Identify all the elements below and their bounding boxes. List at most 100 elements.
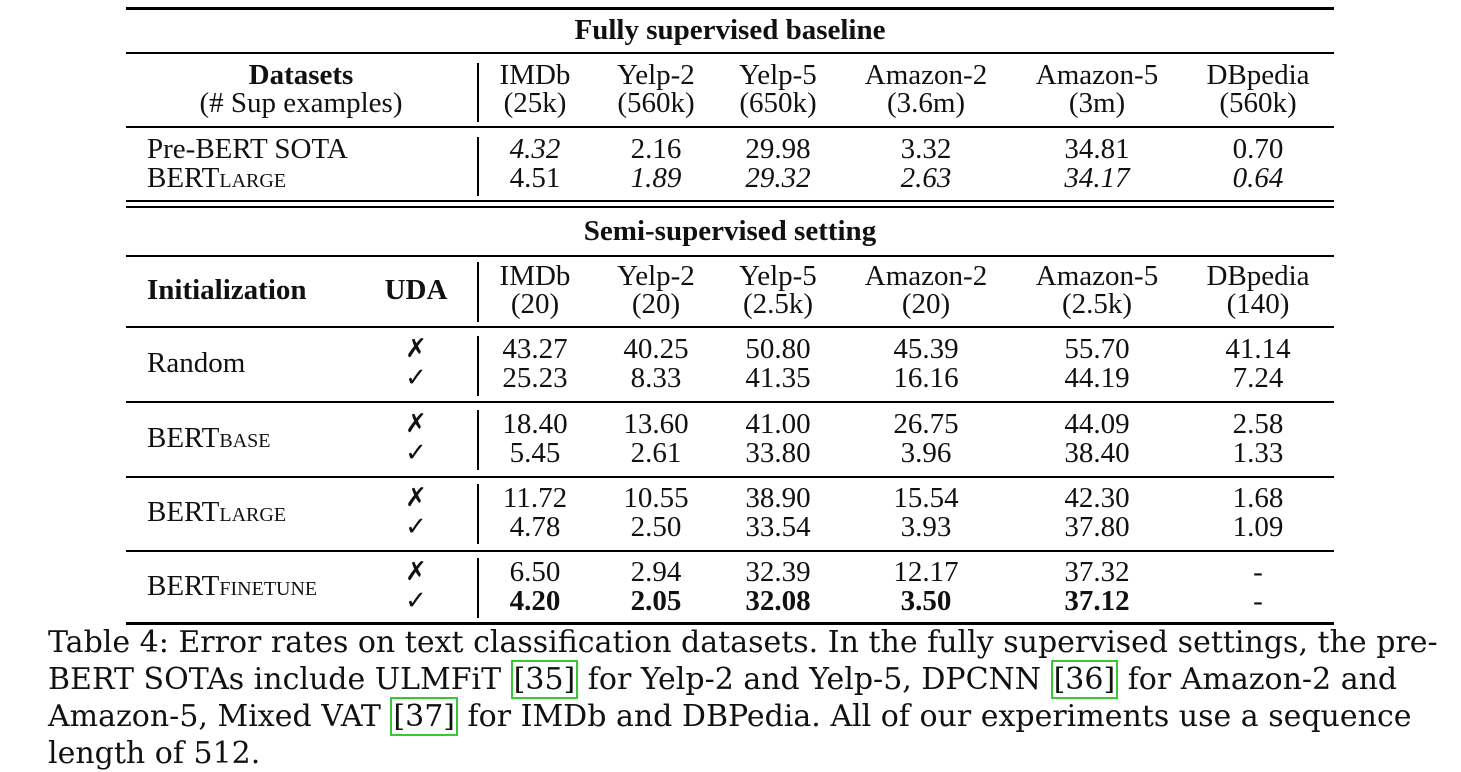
semi-cell-3-nouda-3: 12.17 (893, 556, 959, 588)
semi-cell-1-nouda-4: 44.09 (1064, 408, 1130, 440)
full-row-label-0-main: Pre-BERT SOTA (147, 133, 348, 165)
check-mark-icon: ✓ (405, 438, 427, 468)
semi-cell-1-nouda-1: 13.60 (623, 408, 689, 440)
rule-double-a (126, 200, 1334, 202)
semi-cell-3-uda-1: 2.05 (630, 585, 682, 617)
semi-cell-0-nouda-0: 43.27 (502, 333, 568, 365)
semi-cell-1-uda-3: 3.96 (900, 437, 952, 469)
full-col-name-1: Yelp-2 (617, 59, 695, 91)
semi-cell-2-uda-1: 2.50 (630, 511, 682, 543)
caption-text-1: Table 4: Error rates on text classificat… (48, 625, 1438, 697)
semi-row-label-1-main: BERT (147, 422, 220, 454)
citation-link-36[interactable]: [36] (1050, 660, 1119, 699)
semi-row-label-2-main: BERT (147, 496, 220, 528)
semi-cell-1-uda-4: 38.40 (1064, 437, 1130, 469)
semi-cell-2-nouda-1: 10.55 (623, 482, 689, 514)
semi-cell-3-nouda-0: 6.50 (509, 556, 561, 588)
full-col-count-3: (3.6m) (886, 87, 966, 119)
table-caption: Table 4: Error rates on text classificat… (48, 624, 1438, 772)
semi-cell-2-nouda-4: 42.30 (1064, 482, 1130, 514)
full-col-name-3: Amazon-2 (864, 59, 988, 91)
semi-row-label-0: Random (147, 349, 245, 381)
semi-row-label-3-subscript: FINETUNE (219, 578, 318, 600)
rule-section2-title (126, 255, 1334, 257)
cross-mark-icon: ✗ (405, 334, 427, 364)
datasets-label: Datasets (248, 59, 354, 91)
semi-col-count-2: (2.5k) (742, 288, 814, 320)
semi-cell-1-nouda-5: 2.58 (1232, 408, 1284, 440)
semi-cell-2-nouda-3: 15.54 (893, 482, 959, 514)
semi-cell-2-uda-4: 37.80 (1064, 511, 1130, 543)
rule-header1 (126, 126, 1334, 128)
rule-top (126, 7, 1334, 10)
caption-text-3: for Amazon-2 and Amazon-5, Mixed VAT (48, 662, 1398, 734)
full-col-name-2: Yelp-5 (739, 59, 817, 91)
semi-cell-2-uda-5: 1.09 (1232, 511, 1284, 543)
semi-col-count-1: (20) (631, 288, 681, 320)
rule-section1-title (126, 52, 1334, 54)
full-cell-1-5: 0.64 (1232, 162, 1284, 194)
semi-col-count-0: (20) (510, 288, 560, 320)
semi-cell-0-uda-4: 44.19 (1064, 362, 1130, 394)
semi-cell-1-uda-5: 1.33 (1232, 437, 1284, 469)
section-title-semi-supervised: Semi-supervised setting (583, 215, 877, 247)
semi-cell-2-uda-3: 3.93 (900, 511, 952, 543)
caption-text-2: for Yelp-2 and Yelp-5, DPCNN (578, 662, 1051, 697)
full-row-label-1-main: BERT (147, 162, 220, 194)
rule-bottom (126, 622, 1334, 625)
full-cell-0-4: 34.81 (1064, 133, 1130, 165)
sup-examples-label: (# Sup examples) (199, 87, 403, 119)
rule-header2 (126, 326, 1334, 328)
semi-cell-2-nouda-5: 1.68 (1232, 482, 1284, 514)
semi-row-label-0-main: Random (147, 347, 246, 379)
semi-cell-0-uda-3: 16.16 (893, 362, 959, 394)
semi-cell-1-uda-0: 5.45 (509, 437, 561, 469)
cross-mark-icon: ✗ (405, 557, 427, 587)
full-col-count-4: (3m) (1068, 87, 1126, 119)
check-mark-icon: ✓ (405, 586, 427, 616)
semi-col-name-4: Amazon-5 (1035, 260, 1159, 292)
full-col-count-1: (560k) (617, 87, 695, 119)
semi-cell-3-nouda-2: 32.39 (745, 556, 811, 588)
semi-cell-0-uda-5: 7.24 (1232, 362, 1284, 394)
full-cell-1-0: 4.51 (509, 162, 561, 194)
vrule-1 (477, 63, 479, 122)
rule-group-1 (126, 401, 1334, 403)
semi-row-label-1-subscript: BASE (219, 430, 271, 452)
semi-cell-0-nouda-3: 45.39 (893, 333, 959, 365)
semi-cell-1-uda-1: 2.61 (630, 437, 682, 469)
semi-cell-3-nouda-1: 2.94 (630, 556, 682, 588)
full-cell-0-5: 0.70 (1232, 133, 1284, 165)
semi-cell-0-nouda-4: 55.70 (1064, 333, 1130, 365)
semi-cell-2-nouda-2: 38.90 (745, 482, 811, 514)
full-col-name-5: DBpedia (1206, 59, 1310, 91)
citation-link-37[interactable]: [37] (390, 697, 459, 736)
semi-col-count-3: (20) (901, 288, 951, 320)
full-col-count-2: (650k) (739, 87, 817, 119)
semi-row-label-2-subscript: LARGE (219, 504, 287, 526)
semi-cell-0-nouda-5: 41.14 (1225, 333, 1291, 365)
initialization-label: Initialization (147, 274, 307, 306)
semi-cell-2-uda-0: 4.78 (509, 511, 561, 543)
semi-cell-3-uda-3: 3.50 (900, 585, 952, 617)
uda-label: UDA (384, 274, 448, 306)
citation-link-35[interactable]: [35] (510, 660, 579, 699)
semi-row-label-2: BERTLARGE (147, 498, 286, 530)
semi-cell-0-uda-2: 41.35 (745, 362, 811, 394)
semi-col-name-1: Yelp-2 (617, 260, 695, 292)
semi-cell-0-uda-1: 8.33 (630, 362, 682, 394)
semi-col-name-5: DBpedia (1206, 260, 1310, 292)
rule-double-b (126, 206, 1334, 208)
rule-group-2 (126, 476, 1334, 478)
full-col-name-0: IMDb (499, 59, 571, 91)
semi-cell-3-uda-2: 32.08 (745, 585, 811, 617)
semi-cell-3-uda-0: 4.20 (509, 585, 561, 617)
full-col-count-0: (25k) (503, 87, 567, 119)
semi-cell-3-nouda-5: - (1253, 556, 1263, 588)
vrule-2 (477, 137, 479, 196)
full-cell-1-2: 29.32 (745, 162, 811, 194)
semi-cell-1-nouda-3: 26.75 (893, 408, 959, 440)
semi-cell-0-uda-0: 25.23 (502, 362, 568, 394)
full-row-label-1-subscript: LARGE (219, 170, 287, 192)
vrule-6 (477, 484, 479, 544)
